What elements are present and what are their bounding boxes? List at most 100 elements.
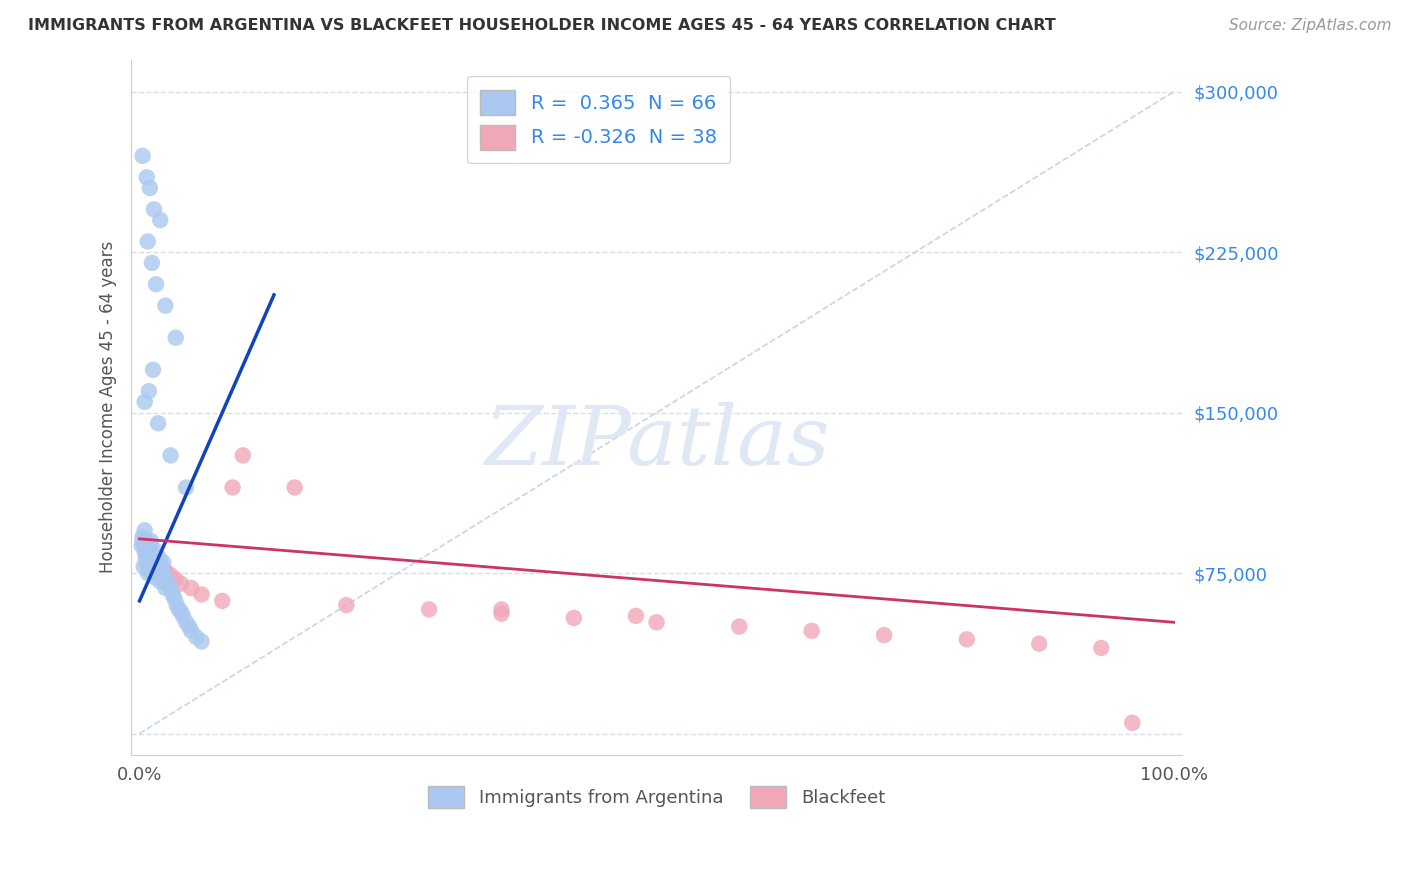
Y-axis label: Householder Income Ages 45 - 64 years: Householder Income Ages 45 - 64 years bbox=[100, 241, 117, 574]
Point bbox=[491, 602, 513, 616]
Point bbox=[335, 598, 357, 612]
Point bbox=[139, 533, 162, 548]
Point bbox=[134, 544, 156, 558]
Point bbox=[179, 619, 201, 633]
Point bbox=[146, 568, 169, 582]
Point bbox=[180, 581, 202, 595]
Point bbox=[159, 581, 181, 595]
Point bbox=[141, 544, 163, 558]
Point bbox=[134, 538, 156, 552]
Point bbox=[141, 256, 163, 270]
Point bbox=[139, 551, 162, 566]
Point bbox=[956, 632, 979, 647]
Point bbox=[136, 235, 159, 249]
Point bbox=[172, 608, 194, 623]
Point bbox=[150, 570, 173, 584]
Point bbox=[645, 615, 668, 630]
Point bbox=[132, 559, 155, 574]
Point bbox=[135, 551, 157, 566]
Point bbox=[1028, 637, 1050, 651]
Point bbox=[170, 605, 193, 619]
Point bbox=[131, 530, 153, 544]
Point bbox=[211, 594, 233, 608]
Point bbox=[142, 553, 165, 567]
Point bbox=[149, 574, 172, 589]
Point bbox=[155, 573, 177, 587]
Point bbox=[136, 549, 159, 563]
Point bbox=[145, 277, 167, 292]
Point bbox=[135, 542, 157, 557]
Point bbox=[146, 555, 169, 569]
Point bbox=[143, 555, 166, 569]
Point bbox=[1121, 715, 1143, 730]
Point bbox=[155, 299, 177, 313]
Point bbox=[135, 544, 157, 558]
Point bbox=[284, 481, 307, 495]
Point bbox=[136, 566, 159, 580]
Point bbox=[131, 538, 153, 552]
Point bbox=[157, 576, 180, 591]
Point bbox=[141, 558, 163, 572]
Point bbox=[873, 628, 896, 642]
Point bbox=[145, 562, 167, 576]
Point bbox=[165, 573, 187, 587]
Point bbox=[138, 559, 160, 574]
Point bbox=[143, 542, 166, 557]
Point bbox=[138, 547, 160, 561]
Point bbox=[159, 449, 181, 463]
Point bbox=[562, 611, 585, 625]
Point bbox=[141, 547, 163, 561]
Point bbox=[138, 384, 160, 399]
Point bbox=[150, 559, 173, 574]
Point bbox=[190, 587, 212, 601]
Point bbox=[1090, 640, 1112, 655]
Point bbox=[186, 630, 208, 644]
Point bbox=[148, 551, 170, 566]
Legend: Immigrants from Argentina, Blackfeet: Immigrants from Argentina, Blackfeet bbox=[420, 779, 893, 815]
Point bbox=[232, 449, 254, 463]
Point bbox=[139, 555, 162, 569]
Point bbox=[153, 568, 176, 582]
Point bbox=[491, 607, 513, 621]
Text: ZIPatlas: ZIPatlas bbox=[484, 402, 830, 482]
Point bbox=[142, 363, 165, 377]
Point bbox=[800, 624, 823, 638]
Point bbox=[174, 481, 197, 495]
Point bbox=[135, 541, 157, 555]
Point bbox=[165, 331, 187, 345]
Point bbox=[174, 615, 197, 630]
Point bbox=[135, 555, 157, 569]
Point bbox=[221, 481, 243, 495]
Point bbox=[143, 566, 166, 580]
Point bbox=[142, 562, 165, 576]
Point bbox=[163, 591, 186, 606]
Point bbox=[143, 570, 166, 584]
Point bbox=[149, 213, 172, 227]
Point bbox=[134, 523, 156, 537]
Point bbox=[155, 564, 177, 578]
Point bbox=[155, 573, 177, 587]
Point bbox=[131, 533, 153, 548]
Point bbox=[152, 555, 174, 569]
Point bbox=[135, 170, 157, 185]
Point bbox=[166, 598, 188, 612]
Point bbox=[138, 538, 160, 552]
Text: Source: ZipAtlas.com: Source: ZipAtlas.com bbox=[1229, 18, 1392, 33]
Point bbox=[728, 619, 751, 633]
Point bbox=[180, 624, 202, 638]
Point bbox=[624, 608, 647, 623]
Point bbox=[131, 149, 153, 163]
Point bbox=[143, 562, 166, 576]
Text: IMMIGRANTS FROM ARGENTINA VS BLACKFEET HOUSEHOLDER INCOME AGES 45 - 64 YEARS COR: IMMIGRANTS FROM ARGENTINA VS BLACKFEET H… bbox=[28, 18, 1056, 33]
Point bbox=[135, 533, 157, 548]
Point bbox=[149, 564, 172, 578]
Point bbox=[139, 551, 162, 566]
Point bbox=[136, 549, 159, 563]
Point bbox=[162, 587, 184, 601]
Point bbox=[170, 576, 193, 591]
Point bbox=[139, 544, 162, 558]
Point bbox=[167, 602, 190, 616]
Point bbox=[190, 634, 212, 648]
Point bbox=[142, 558, 165, 572]
Point bbox=[146, 558, 169, 572]
